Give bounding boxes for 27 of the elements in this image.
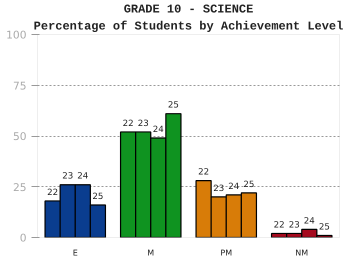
x-tick-label: E [72,248,78,258]
series-label: 25 [92,192,104,202]
y-tick-label: 100 [6,28,27,42]
y-tick-label: 75 [12,79,27,92]
text: 22 [198,168,210,178]
y-tick-label: 0 [20,232,27,244]
series-label: 22 [47,188,58,198]
text: 23 [213,184,224,194]
x-tick-label: M [147,248,154,258]
x-tick-label: PM [220,248,232,258]
text: 23 [288,220,300,230]
y-tick-label: 50 [12,130,27,143]
text: 25 [318,222,330,232]
text: 24 [228,182,240,192]
series-label: 24 [77,172,89,182]
text: 24 [304,216,315,226]
series-label: 23 [62,172,74,182]
text: 25 [168,100,179,111]
text: 25 [243,180,254,190]
y-tick-label: 25 [12,180,27,194]
text: 22 [274,220,285,230]
text: 24 [152,124,164,135]
x-tick-label: NM [295,248,308,258]
text: 23 [138,118,149,129]
text: 22 [122,118,134,129]
chart-subtitle: Percentage of Students by Achievement Level [34,20,344,34]
chart-title: GRADE 10 - SCIENCE [124,2,254,16]
